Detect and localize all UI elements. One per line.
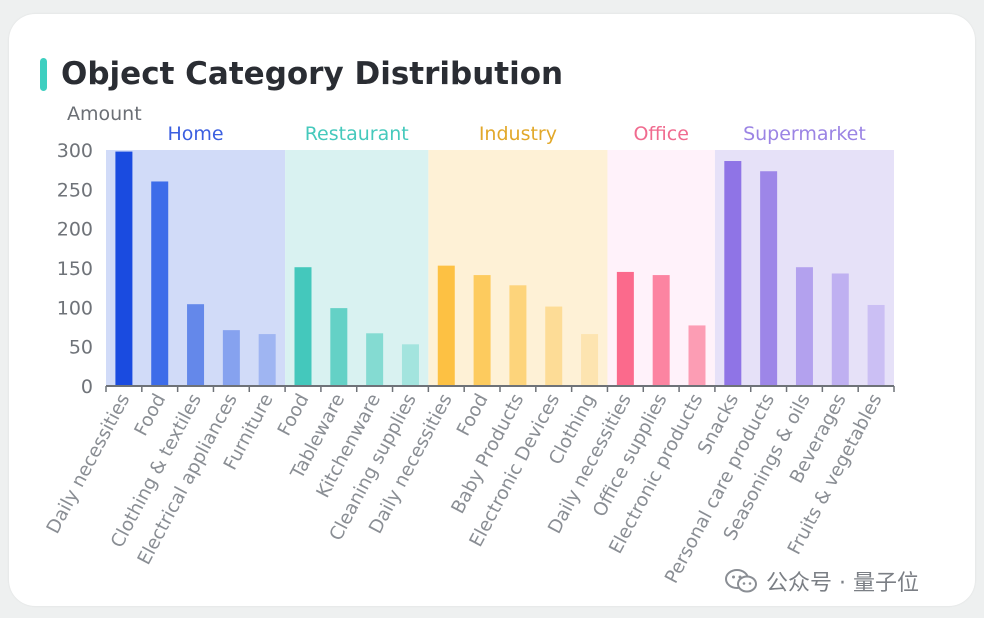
group-label: Industry [479,123,557,145]
chart-title: Object Category Distribution [61,56,564,92]
y-tick-label: 200 [57,219,93,241]
bar [366,333,384,386]
group-label: Home [167,123,223,145]
y-tick-label: 300 [57,140,93,162]
y-tick-label: 250 [57,179,93,201]
bar [616,271,634,386]
bar [688,325,706,386]
bar [330,308,348,386]
bar [151,181,169,386]
y-tick-label: 50 [69,337,93,359]
bar [867,304,885,386]
bar [187,304,205,386]
y-tick-label: 150 [57,258,93,280]
bar [831,273,849,386]
bar [509,285,527,386]
watermark: 公众号 · 量子位 [724,565,919,597]
wechat-icon [725,569,757,593]
bar [258,334,276,386]
bar [437,265,455,386]
group-label: Restaurant [305,123,409,145]
bar [294,267,312,386]
watermark-text: 公众号 · 量子位 [766,571,919,596]
bar [473,275,491,386]
y-axis-title: Amount [67,103,142,125]
group-label: Office [633,123,688,145]
bar [652,275,670,386]
bar [222,330,240,386]
bar [795,267,813,386]
bar [760,171,778,386]
y-tick-label: 100 [57,297,93,319]
group-label: Supermarket [743,123,866,145]
y-tick-label: 0 [81,376,93,398]
bar [401,344,419,386]
bar [545,306,563,386]
bar [581,334,599,386]
title-accent-bar [40,58,47,91]
bar [724,161,742,386]
bar [115,151,133,386]
